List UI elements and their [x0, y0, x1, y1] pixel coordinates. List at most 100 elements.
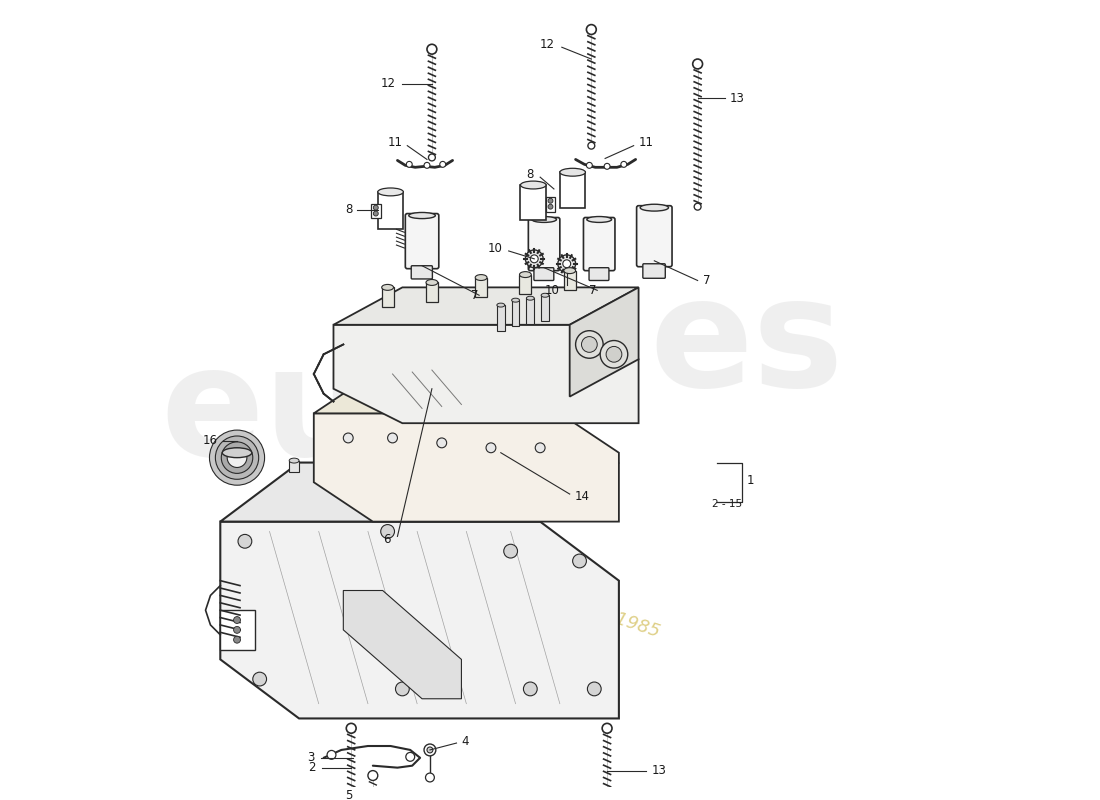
Circle shape	[693, 59, 703, 69]
Bar	[382, 287, 394, 307]
Circle shape	[406, 753, 415, 762]
Circle shape	[429, 154, 436, 161]
Ellipse shape	[222, 448, 252, 458]
Circle shape	[440, 162, 446, 167]
Circle shape	[233, 626, 241, 634]
Bar	[377, 369, 387, 385]
Ellipse shape	[473, 371, 490, 381]
Ellipse shape	[497, 303, 505, 307]
Text: 3: 3	[307, 751, 315, 764]
Text: 2 - 15: 2 - 15	[713, 499, 743, 509]
Circle shape	[486, 443, 496, 453]
Text: 11: 11	[387, 136, 403, 150]
Ellipse shape	[512, 298, 519, 302]
Circle shape	[573, 554, 586, 568]
Circle shape	[427, 747, 433, 753]
Text: 7: 7	[590, 284, 597, 297]
Polygon shape	[570, 287, 639, 397]
Text: 6: 6	[383, 533, 390, 546]
Circle shape	[216, 436, 258, 479]
Bar	[541, 295, 549, 321]
Circle shape	[373, 206, 378, 210]
Text: 16: 16	[202, 434, 218, 447]
Ellipse shape	[586, 217, 612, 222]
Ellipse shape	[640, 204, 669, 211]
Polygon shape	[343, 590, 461, 698]
FancyBboxPatch shape	[588, 268, 609, 281]
Circle shape	[548, 198, 553, 203]
Text: 7: 7	[703, 274, 710, 287]
Ellipse shape	[522, 367, 538, 377]
Bar	[466, 449, 476, 461]
Text: 10: 10	[488, 242, 503, 255]
Bar	[497, 305, 505, 330]
Bar	[526, 358, 536, 373]
Text: 7: 7	[471, 289, 478, 302]
Bar	[564, 270, 575, 290]
Circle shape	[406, 162, 412, 167]
Text: 4: 4	[461, 734, 469, 747]
Bar	[377, 192, 404, 230]
Circle shape	[426, 773, 434, 782]
Circle shape	[387, 433, 397, 443]
Bar	[220, 610, 255, 650]
Circle shape	[221, 442, 253, 474]
Text: 12: 12	[540, 38, 554, 50]
Ellipse shape	[520, 181, 546, 189]
Bar	[371, 204, 381, 218]
Ellipse shape	[409, 213, 436, 218]
Circle shape	[437, 438, 447, 448]
Ellipse shape	[519, 272, 531, 278]
Circle shape	[346, 723, 356, 734]
Circle shape	[424, 162, 430, 168]
Bar	[527, 298, 535, 324]
Text: 13: 13	[730, 92, 745, 105]
Ellipse shape	[466, 446, 476, 451]
Ellipse shape	[377, 188, 404, 196]
Circle shape	[327, 750, 336, 759]
Bar	[520, 185, 546, 221]
Text: 5: 5	[344, 789, 352, 800]
Text: 14: 14	[574, 490, 590, 502]
Text: a passion for parts since 1985: a passion for parts since 1985	[398, 540, 662, 641]
Ellipse shape	[475, 274, 487, 281]
Ellipse shape	[527, 296, 535, 300]
Circle shape	[381, 525, 395, 538]
Text: 10: 10	[544, 284, 560, 297]
Polygon shape	[333, 325, 639, 423]
Circle shape	[524, 682, 537, 696]
Circle shape	[548, 204, 553, 209]
Text: 8: 8	[526, 168, 534, 181]
Text: 8: 8	[344, 203, 352, 216]
Circle shape	[586, 25, 596, 34]
Ellipse shape	[375, 379, 390, 389]
Bar	[519, 274, 531, 294]
Circle shape	[536, 443, 546, 453]
Text: eur: eur	[161, 339, 448, 488]
FancyBboxPatch shape	[637, 206, 672, 266]
Circle shape	[606, 346, 621, 362]
Circle shape	[587, 682, 602, 696]
FancyBboxPatch shape	[583, 218, 615, 270]
FancyBboxPatch shape	[411, 266, 432, 279]
Circle shape	[563, 260, 571, 268]
Circle shape	[601, 341, 628, 368]
Circle shape	[575, 330, 603, 358]
Circle shape	[209, 430, 265, 485]
Bar	[427, 364, 437, 380]
Bar	[407, 450, 417, 462]
Ellipse shape	[426, 279, 438, 286]
Polygon shape	[220, 462, 619, 522]
Circle shape	[343, 433, 353, 443]
Circle shape	[367, 770, 377, 781]
Polygon shape	[220, 522, 619, 718]
Bar	[512, 300, 519, 326]
Ellipse shape	[382, 285, 394, 290]
Circle shape	[694, 203, 701, 210]
Ellipse shape	[424, 374, 440, 384]
Ellipse shape	[541, 294, 549, 298]
Text: 1: 1	[747, 474, 755, 486]
Circle shape	[526, 250, 543, 268]
Text: 13: 13	[651, 764, 667, 777]
Bar	[476, 361, 486, 377]
